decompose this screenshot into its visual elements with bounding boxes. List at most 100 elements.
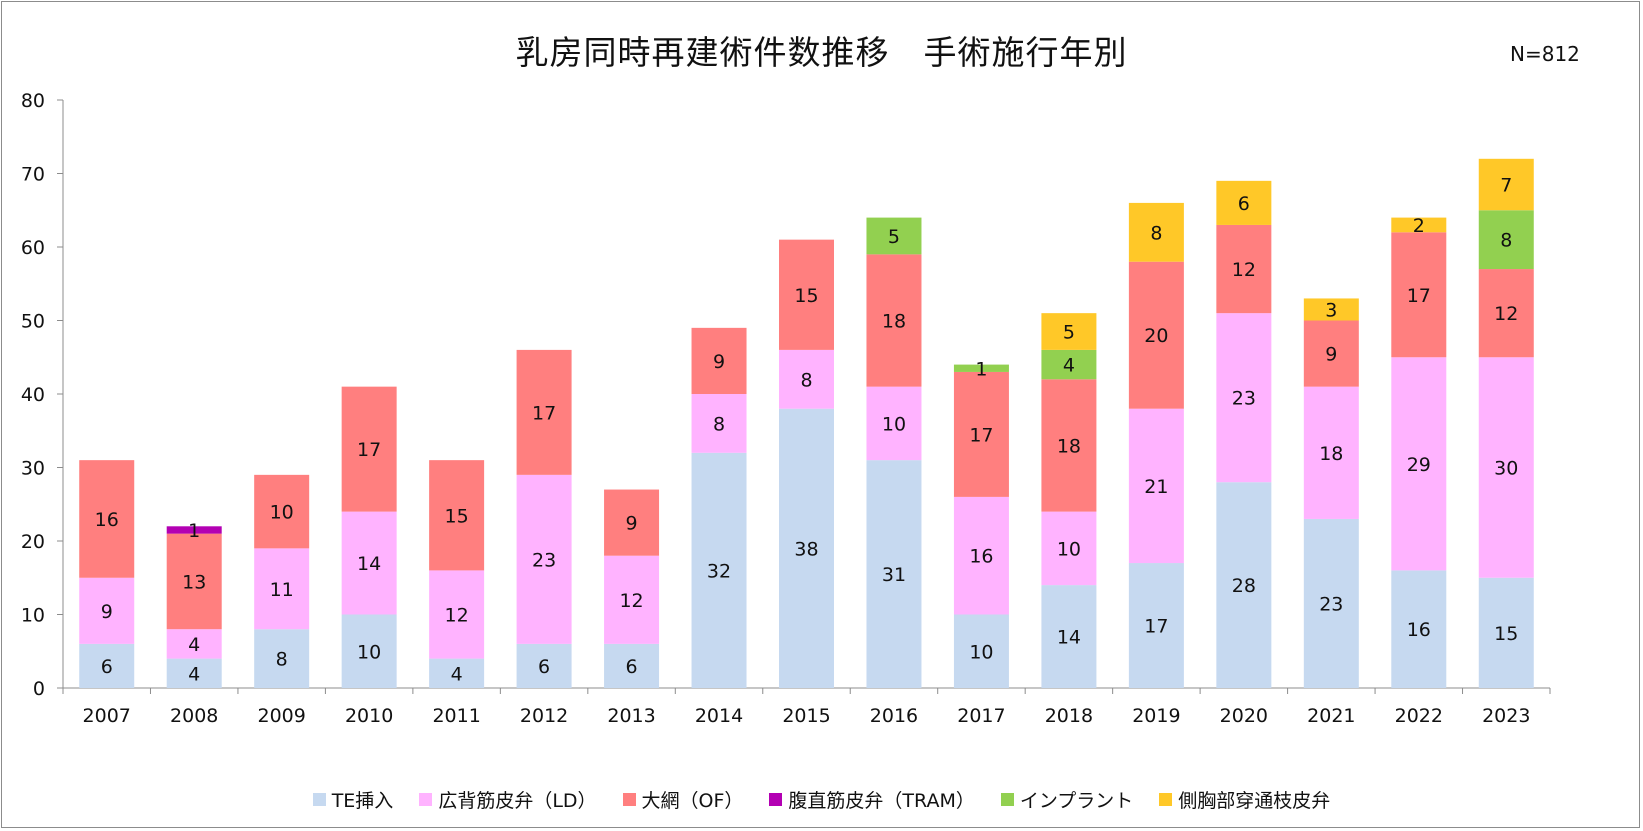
data-label: 17 (357, 439, 381, 461)
data-label: 8 (713, 413, 725, 435)
bar-segment (79, 643, 135, 688)
bar-segment (79, 460, 135, 578)
data-label: 18 (882, 311, 906, 333)
data-label: 9 (101, 601, 113, 623)
data-label: 10 (882, 413, 906, 435)
legend-item: 大網（OF） (622, 786, 743, 813)
data-label: 8 (1500, 230, 1512, 252)
x-tick-label: 2007 (83, 705, 131, 727)
data-label: 2 (1413, 215, 1425, 237)
x-tick-label: 2020 (1220, 705, 1268, 727)
data-label: 8 (276, 649, 288, 671)
bar-segment (254, 474, 310, 549)
legend-swatch (1159, 793, 1173, 806)
legend-label: 側胸部穿通枝皮弁 (1178, 790, 1331, 812)
data-label: 4 (188, 634, 200, 656)
bar-segment (1478, 577, 1534, 688)
data-label: 21 (1144, 476, 1168, 498)
legend-label: TE挿入 (331, 790, 394, 812)
x-tick-label: 2017 (957, 705, 1005, 727)
data-label: 12 (445, 605, 469, 627)
data-label: 12 (619, 590, 643, 612)
x-tick-label: 2008 (170, 705, 218, 727)
x-tick-label: 2016 (870, 705, 918, 727)
x-tick-label: 2022 (1395, 705, 1443, 727)
bar-segment (1128, 408, 1184, 564)
data-label: 5 (1063, 322, 1075, 344)
bar-segment (1216, 313, 1272, 483)
data-label: 11 (270, 579, 294, 601)
bar-segment (866, 460, 922, 688)
bar-segment (1478, 269, 1534, 358)
bar-segment (866, 386, 922, 461)
bar-segment (341, 386, 397, 512)
bar-segment (953, 364, 1009, 372)
bar-segment (779, 349, 834, 409)
data-label: 31 (882, 564, 906, 586)
bar-segment (1303, 320, 1359, 387)
legend-label: 広背筋皮弁（LD） (438, 790, 597, 812)
data-label: 18 (1057, 435, 1081, 457)
x-tick-label: 2011 (432, 705, 480, 727)
data-label: 8 (800, 369, 812, 391)
bar-segment (604, 643, 660, 688)
bar-segment (341, 614, 397, 688)
data-label: 10 (969, 641, 993, 663)
data-label: 6 (1238, 193, 1250, 215)
bar-segment (516, 349, 572, 475)
data-label: 29 (1407, 454, 1431, 476)
x-tick-label: 2015 (782, 705, 830, 727)
bar-segment (166, 526, 222, 534)
bar-segment (866, 254, 922, 387)
bar-segment (254, 629, 310, 688)
bar-segment (79, 577, 135, 644)
bar-segment (429, 460, 485, 571)
bar-segment (779, 239, 834, 350)
data-label: 6 (626, 656, 638, 678)
legend-label: 腹直筋皮弁（TRAM） (788, 790, 975, 812)
bar-segment (516, 474, 572, 644)
data-label: 28 (1232, 575, 1256, 597)
data-label: 12 (1494, 303, 1518, 325)
legend-item: 側胸部穿通枝皮弁 (1159, 786, 1330, 813)
bar-segment (1478, 158, 1534, 211)
y-tick-label: 80 (21, 90, 45, 112)
y-tick-label: 70 (21, 164, 45, 186)
data-label: 30 (1494, 458, 1518, 480)
bar-segment (1041, 313, 1097, 350)
legend-item: 広背筋皮弁（LD） (419, 786, 597, 813)
bar-segment (1478, 210, 1534, 270)
bar-segment (1041, 585, 1097, 688)
x-tick-label: 2012 (520, 705, 568, 727)
data-label: 4 (1063, 355, 1075, 377)
legend-swatch (622, 793, 636, 806)
bar-segment (254, 548, 310, 630)
y-tick-label: 40 (21, 384, 45, 406)
bar-segment (516, 643, 572, 688)
data-label: 10 (357, 641, 381, 663)
bar-segment (1216, 224, 1272, 314)
bar-segment (1391, 357, 1447, 571)
bar-segment (1041, 511, 1097, 586)
bar-segment (341, 511, 397, 615)
data-label: 17 (969, 424, 993, 446)
data-label: 6 (101, 656, 113, 678)
data-label: 16 (1407, 619, 1431, 641)
bar-segment (604, 555, 660, 644)
bar-segment (604, 489, 660, 556)
bar-segment (691, 394, 747, 453)
data-label: 5 (888, 226, 900, 248)
x-tick-label: 2013 (607, 705, 655, 727)
chart-title: 乳房同時再建術件数推移 手術施行年別 (515, 33, 1128, 72)
legend-swatch (419, 793, 433, 806)
data-label: 16 (95, 509, 119, 531)
y-tick-label: 0 (33, 678, 45, 700)
data-label: 14 (1057, 627, 1081, 649)
bar-segment (1216, 482, 1272, 688)
data-label: 16 (969, 546, 993, 568)
bar-segment (779, 408, 834, 688)
bar-segment (691, 452, 747, 688)
bar-segment (166, 533, 222, 630)
legend-item: 腹直筋皮弁（TRAM） (769, 786, 975, 813)
